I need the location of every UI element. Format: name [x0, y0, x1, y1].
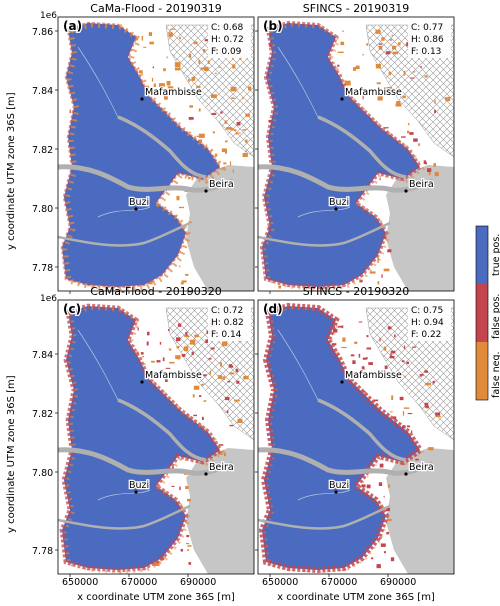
- stat-2: F: 0.09: [211, 47, 242, 57]
- panel-d-title: SFINCS - 20190320: [302, 285, 410, 298]
- panel-a-title: CaMa-Flood - 20190319: [90, 2, 222, 15]
- buzi-marker: [334, 207, 338, 211]
- mafambisse-marker: [140, 97, 144, 101]
- mafambisse-label: Mafambisse: [145, 370, 202, 381]
- stat-2: F: 0.22: [411, 330, 441, 340]
- stats-box: [408, 20, 451, 58]
- beira-marker: [204, 472, 208, 476]
- xtick-left-2: 690000: [180, 577, 217, 588]
- buzi-label: Buzi: [329, 197, 349, 208]
- stat-1: H: 0.72: [211, 35, 244, 45]
- beira-marker: [204, 189, 208, 193]
- stat-1: H: 0.82: [211, 318, 244, 328]
- ocean-area: [386, 448, 454, 574]
- flood-extent: [62, 23, 220, 287]
- ytick-top-1: 7.84: [32, 86, 54, 97]
- map-panel-c: Mafambisse Beira Buzi (c) C: 0.72 H: 0.82 F: 0…: [55, 299, 255, 577]
- buzi-label: Buzi: [329, 480, 349, 491]
- panel-c-letter: (c): [63, 302, 81, 316]
- ytick-top-2: 7.82: [32, 145, 54, 156]
- map-panel-a: Mafambisse Beira Buzi (a) C: 0.68 H: 0.72 F: 0…: [55, 16, 255, 294]
- panel-c-title: CaMa-Flood - 20190320: [90, 285, 222, 298]
- stat-1: H: 0.86: [411, 35, 444, 45]
- stat-0: C: 0.77: [411, 23, 443, 33]
- mafambisse-marker: [140, 380, 144, 384]
- ytick-top-3: 7.80: [32, 204, 54, 215]
- ytick-bottom-3: 7.80: [32, 468, 54, 479]
- buzi-marker: [334, 490, 338, 494]
- ytick-top-4: 7.78: [32, 263, 54, 274]
- stat-2: F: 0.14: [211, 330, 242, 340]
- flood-extent: [262, 306, 420, 570]
- ocean-area: [186, 165, 254, 291]
- xtick-right-0: 650000: [262, 577, 299, 588]
- xtick-left-1: 670000: [121, 577, 158, 588]
- stat-0: C: 0.68: [211, 23, 243, 33]
- xtick-right-2: 690000: [380, 577, 417, 588]
- y-offset-bottom: 1e6: [40, 294, 57, 304]
- beira-label: Beira: [209, 462, 234, 473]
- mafambisse-marker: [340, 97, 344, 101]
- beira-label: Beira: [409, 179, 434, 190]
- ocean-area: [386, 165, 454, 291]
- panel-a-letter: (a): [63, 19, 82, 33]
- buzi-label: Buzi: [129, 480, 149, 491]
- panel-d-letter: (d): [263, 302, 283, 316]
- colorbar-false-neg: [476, 342, 488, 400]
- stats-box: [208, 20, 251, 58]
- y-axis-label-top: y coordinate UTM zone 36S [m]: [6, 92, 17, 250]
- buzi-marker: [134, 490, 138, 494]
- colorbar: [475, 225, 489, 401]
- river: [58, 447, 234, 476]
- stat-0: C: 0.72: [211, 306, 243, 316]
- ocean-area: [186, 448, 254, 574]
- beira-marker: [404, 472, 408, 476]
- colorbar-label-false-neg: false neg.: [491, 351, 500, 398]
- stat-1: H: 0.94: [411, 318, 444, 328]
- map-panel-d: Mafambisse Beira Buzi (d) C: 0.75 H: 0.94 F: 0…: [255, 299, 455, 577]
- buzi-marker: [134, 207, 138, 211]
- river: [258, 164, 434, 193]
- colorbar-false-pos: [476, 284, 488, 342]
- panel-b-letter: (b): [263, 19, 283, 33]
- x-axis-label-left: x coordinate UTM zone 36S [m]: [77, 592, 235, 603]
- flood-extent: [62, 306, 220, 570]
- y-offset-top: 1e6: [40, 11, 57, 21]
- ytick-top-0: 7.86: [32, 27, 54, 38]
- mafambisse-label: Mafambisse: [345, 87, 402, 98]
- stats-box: [408, 303, 451, 341]
- colorbar-label-true-pos: true pos.: [491, 233, 500, 276]
- ytick-bottom-1: 7.84: [32, 350, 54, 361]
- mafambisse-label: Mafambisse: [145, 87, 202, 98]
- mafambisse-marker: [340, 380, 344, 384]
- river: [258, 447, 434, 476]
- river: [58, 164, 234, 193]
- stat-2: F: 0.13: [411, 47, 441, 57]
- beira-label: Beira: [409, 462, 434, 473]
- ytick-bottom-4: 7.78: [32, 546, 54, 557]
- xtick-left-0: 650000: [62, 577, 99, 588]
- colorbar-true-pos: [476, 226, 488, 284]
- stats-box: [208, 303, 251, 341]
- colorbar-label-false-pos: false pos.: [491, 293, 500, 339]
- x-axis-label-right: x coordinate UTM zone 36S [m]: [277, 592, 435, 603]
- buzi-label: Buzi: [129, 197, 149, 208]
- xtick-right-1: 670000: [321, 577, 358, 588]
- ytick-bottom-2: 7.82: [32, 409, 54, 420]
- stat-0: C: 0.75: [411, 306, 443, 316]
- panel-b-title: SFINCS - 20190319: [302, 2, 410, 15]
- beira-label: Beira: [209, 179, 234, 190]
- y-axis-label-bottom: y coordinate UTM zone 36S [m]: [6, 375, 17, 533]
- beira-marker: [404, 189, 408, 193]
- map-panel-b: Mafambisse Beira Buzi (b) C: 0.77 H: 0.86 F: 0…: [255, 16, 455, 294]
- mafambisse-label: Mafambisse: [345, 370, 402, 381]
- flood-extent: [262, 23, 420, 287]
